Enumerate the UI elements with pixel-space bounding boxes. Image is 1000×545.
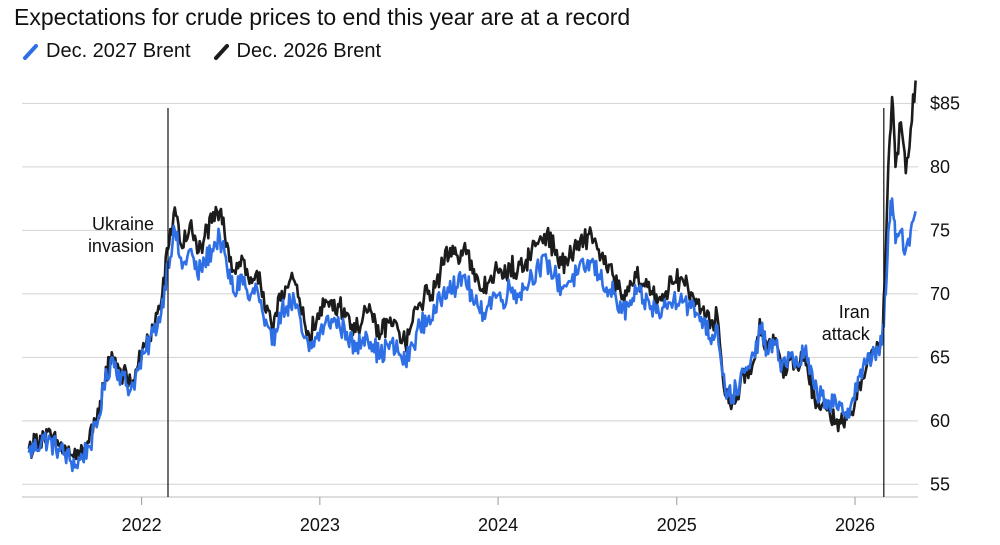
legend-label-dec-2027: Dec. 2027 Brent [46,40,191,62]
legend: Dec. 2027 Brent Dec. 2026 Brent [22,40,381,63]
series-line-dec-2027-brent [27,197,917,473]
y-tick-label-60: 60 [930,411,950,431]
x-tick-label-2024: 2024 [478,515,518,535]
legend-item-dec-2027: Dec. 2027 Brent [22,40,191,63]
y-tick-label-75: 75 [930,220,950,240]
chart-title: Expectations for crude prices to end thi… [14,4,631,30]
legend-swatch-line-dec-2026 [213,43,229,60]
legend-swatch-line-dec-2027 [23,43,38,60]
y-tick-label-70: 70 [930,284,950,304]
annotation-label-1-0: Iran [839,302,870,322]
series-line-dec-2026-brent [27,80,917,461]
x-tick-label-2025: 2025 [657,515,697,535]
x-tick-label-2026: 2026 [835,515,875,535]
annotation-label-0-1: invasion [88,236,154,256]
y-tick-label-55: 55 [930,474,950,494]
x-tick-label-2022: 2022 [122,515,162,535]
x-tick-label-2023: 2023 [300,515,340,535]
annotation-label-0-0: Ukraine [92,214,154,234]
legend-swatch-dec-2026 [213,43,229,60]
legend-label-dec-2026: Dec. 2026 Brent [236,40,382,62]
annotation-label-1-1: attack [822,324,871,344]
y-tick-label-85: $85 [930,93,960,113]
legend-swatch-dec-2027 [23,43,38,60]
legend-item-dec-2026: Dec. 2026 Brent [213,40,382,63]
y-tick-label-80: 80 [930,157,950,177]
y-tick-label-65: 65 [930,347,950,367]
